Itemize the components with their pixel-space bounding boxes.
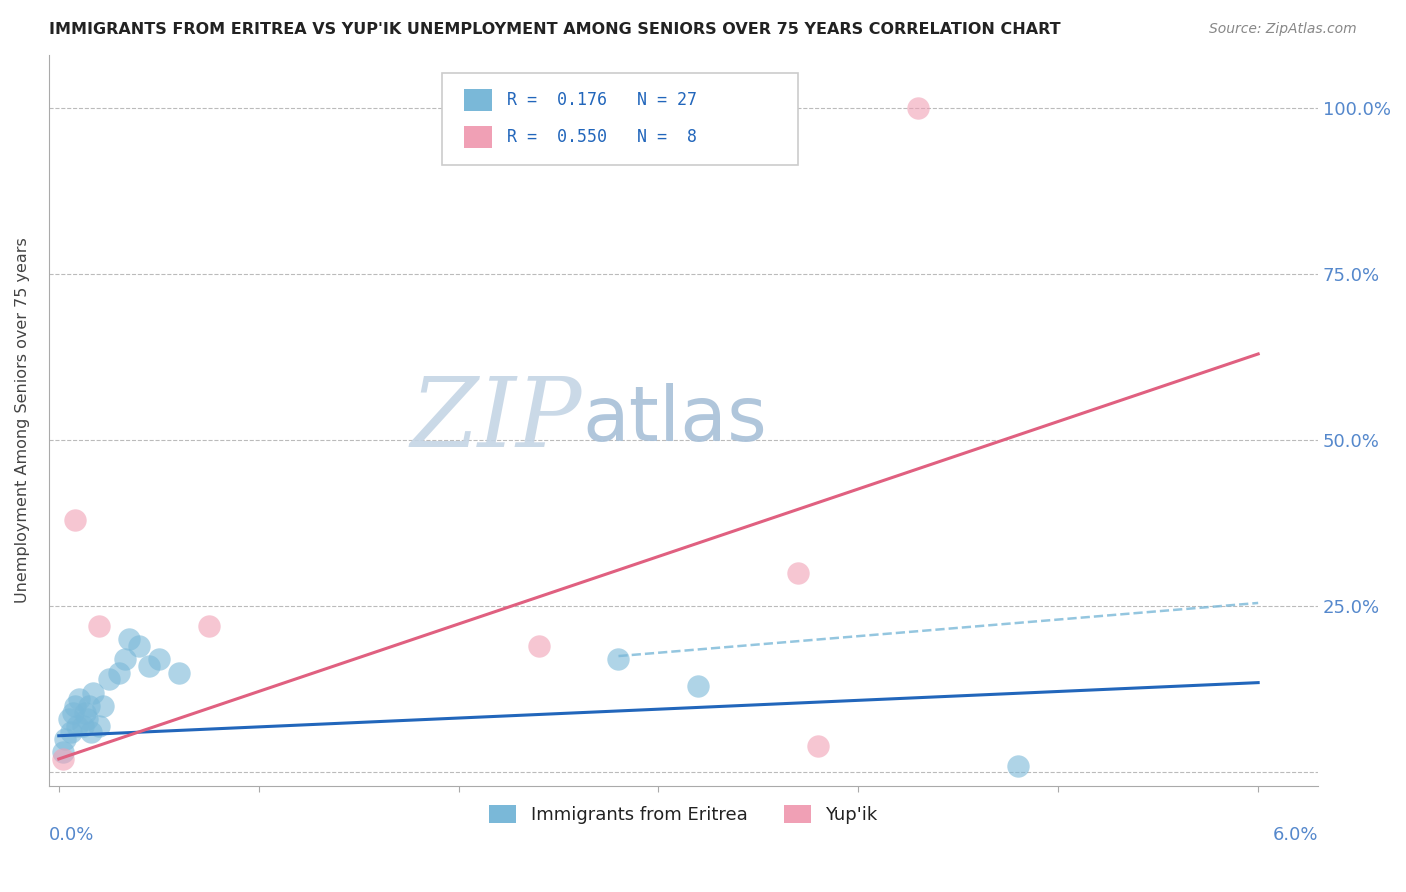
Point — [138, 659, 160, 673]
Text: ZIP: ZIP — [411, 374, 582, 467]
Point — [73, 706, 96, 720]
Text: Source: ZipAtlas.com: Source: ZipAtlas.com — [1209, 22, 1357, 37]
Point — [80, 725, 103, 739]
Point — [87, 619, 110, 633]
Text: atlas: atlas — [582, 384, 766, 458]
Point — [76, 712, 98, 726]
Point — [607, 652, 630, 666]
Point — [807, 739, 830, 753]
FancyBboxPatch shape — [464, 126, 492, 148]
Legend: Immigrants from Eritrea, Yup'ik: Immigrants from Eritrea, Yup'ik — [482, 797, 884, 831]
Point — [59, 725, 82, 739]
Text: R =  0.176   N = 27: R = 0.176 N = 27 — [508, 91, 697, 110]
Point — [53, 732, 76, 747]
Point — [91, 698, 114, 713]
Point — [688, 679, 710, 693]
Point — [72, 719, 94, 733]
FancyBboxPatch shape — [443, 73, 797, 165]
Text: 0.0%: 0.0% — [49, 826, 94, 844]
Point — [1007, 758, 1029, 772]
FancyBboxPatch shape — [464, 89, 492, 112]
Point — [118, 632, 141, 647]
Point — [787, 566, 810, 580]
Point — [52, 752, 75, 766]
Point — [97, 673, 120, 687]
Point — [52, 745, 75, 759]
Point — [197, 619, 219, 633]
Point — [77, 698, 100, 713]
Point — [67, 692, 90, 706]
Point — [128, 639, 150, 653]
Text: IMMIGRANTS FROM ERITREA VS YUP'IK UNEMPLOYMENT AMONG SENIORS OVER 75 YEARS CORRE: IMMIGRANTS FROM ERITREA VS YUP'IK UNEMPL… — [49, 22, 1062, 37]
Point — [58, 712, 80, 726]
Point — [167, 665, 190, 680]
Point — [107, 665, 129, 680]
Point — [63, 513, 86, 527]
Point — [82, 685, 104, 699]
Point — [87, 719, 110, 733]
Point — [114, 652, 136, 666]
Point — [907, 101, 929, 115]
Point — [148, 652, 170, 666]
Point — [62, 706, 84, 720]
Point — [527, 639, 550, 653]
Text: R =  0.550   N =  8: R = 0.550 N = 8 — [508, 128, 697, 146]
Point — [63, 698, 86, 713]
Point — [66, 719, 89, 733]
Text: 6.0%: 6.0% — [1272, 826, 1319, 844]
Y-axis label: Unemployment Among Seniors over 75 years: Unemployment Among Seniors over 75 years — [15, 237, 30, 603]
